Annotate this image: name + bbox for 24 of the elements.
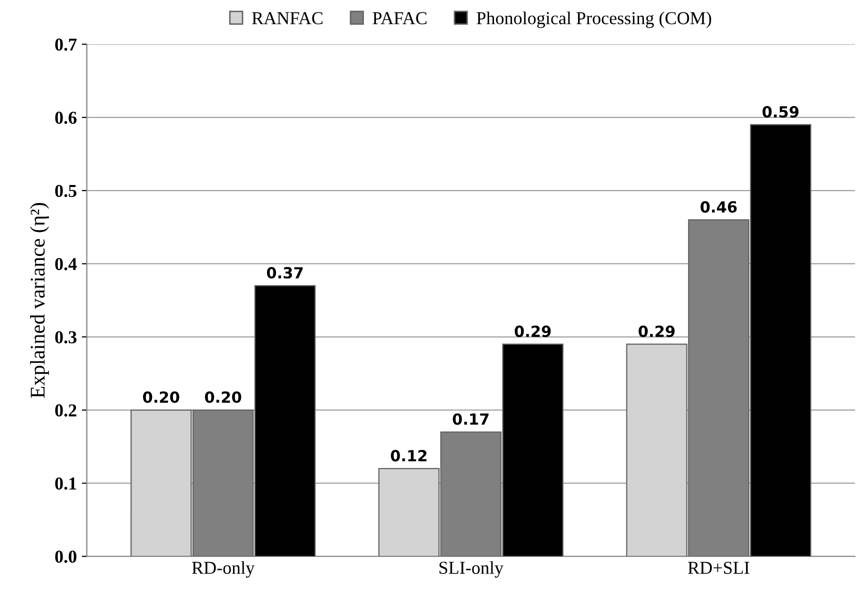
y-axis-title: Explained variance (η²) [30,203,49,398]
y-tick-label: 0.1 [55,477,76,490]
data-label: 0.46 [700,201,737,213]
data-label: 0.20 [204,391,242,403]
legend-label: Phonological Processing (COM) [476,12,712,28]
x-tick-label: SLI-only [440,561,504,578]
data-label: 0.29 [638,326,675,338]
y-tick-label: 0.7 [55,38,77,51]
y-tick-label: 0.5 [55,184,76,198]
data-label: 0.12 [390,450,426,462]
y-tick-label: 0.3 [55,331,76,344]
data-label: 0.59 [762,106,799,118]
y-tick-label: 0.4 [55,258,77,270]
x-tick-label: RD-only [192,561,255,578]
legend-label: PAFAC [372,12,426,24]
data-label: 0.29 [514,326,551,338]
y-tick-label: 0.0 [55,550,76,563]
y-tick-label: 0.6 [55,112,77,124]
y-tick-label: 0.2 [55,404,76,417]
x-tick-label: RD+SLI [688,562,750,574]
data-label: 0.37 [266,266,303,279]
data-label: 0.20 [143,391,180,403]
legend-label: RANFAC [252,12,322,24]
data-label: 0.17 [452,413,489,425]
